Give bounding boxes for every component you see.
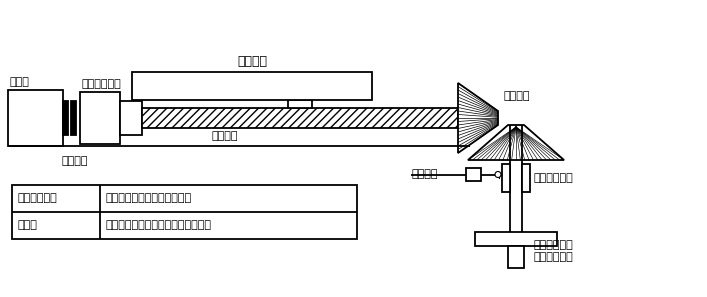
Bar bbox=[8, 90, 63, 146]
Text: クラッチにより送りねじ軸と一体化: クラッチにより送りねじ軸と一体化 bbox=[106, 220, 212, 230]
Bar bbox=[288, 100, 312, 108]
Text: センサー: センサー bbox=[412, 170, 438, 179]
Bar bbox=[120, 101, 142, 135]
Bar bbox=[71, 101, 76, 135]
Text: かさ歯車によりねじ軸と切断: かさ歯車によりねじ軸と切断 bbox=[106, 194, 192, 203]
Bar bbox=[80, 92, 120, 144]
Bar bbox=[466, 168, 481, 181]
Bar bbox=[12, 185, 357, 239]
Text: 送りねじ: 送りねじ bbox=[212, 131, 238, 141]
Text: クラッチ: クラッチ bbox=[61, 156, 88, 166]
Bar bbox=[502, 164, 510, 192]
Bar bbox=[142, 108, 458, 128]
Bar bbox=[475, 232, 557, 246]
Polygon shape bbox=[468, 125, 564, 160]
Text: かさ歯車: かさ歯車 bbox=[503, 91, 530, 101]
Bar bbox=[522, 164, 530, 192]
Bar bbox=[132, 72, 372, 100]
Text: モータ: モータ bbox=[17, 220, 37, 230]
Text: 手動ハンドル: 手動ハンドル bbox=[17, 194, 57, 203]
Text: モータ: モータ bbox=[10, 77, 30, 87]
Bar bbox=[63, 101, 68, 135]
Text: すべり軸受け: すべり軸受け bbox=[534, 173, 574, 183]
Text: 手動ハンドル
（回転移動）: 手動ハンドル （回転移動） bbox=[534, 240, 574, 262]
Circle shape bbox=[495, 171, 501, 178]
Bar bbox=[508, 246, 524, 268]
Text: ギヤボックス: ギヤボックス bbox=[82, 79, 122, 89]
Polygon shape bbox=[458, 83, 498, 153]
Text: テーブル: テーブル bbox=[237, 55, 267, 68]
